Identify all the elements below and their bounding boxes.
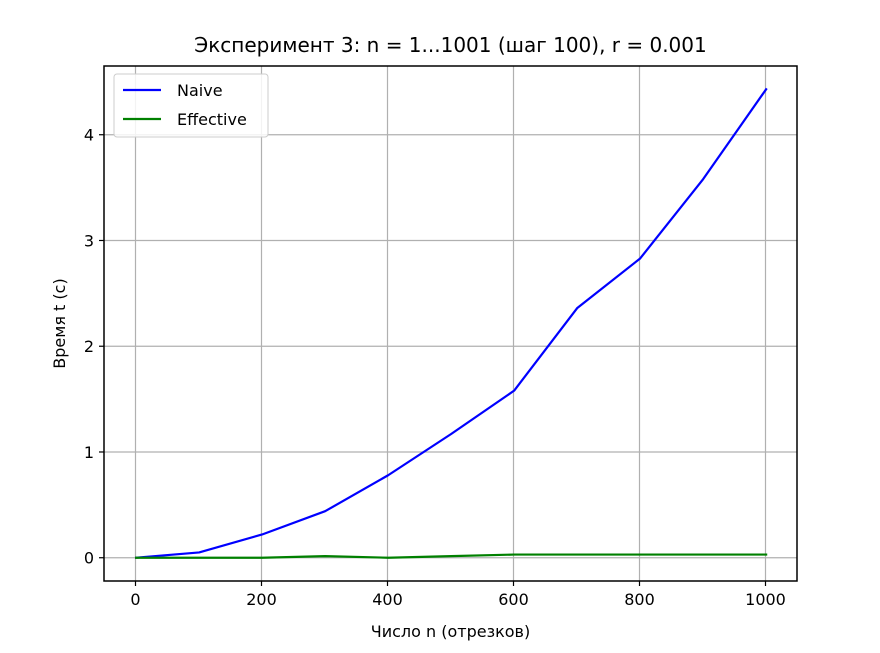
legend-label-effective: Effective (177, 110, 247, 129)
y-tick-label: 2 (84, 337, 94, 356)
series-line-effective (135, 553, 768, 559)
series-line-naive (134, 87, 768, 559)
y-tick-label: 0 (84, 549, 94, 568)
series-lines (134, 87, 768, 559)
y-tick-label: 4 (84, 126, 94, 145)
grid (104, 66, 797, 581)
x-tick-label: 200 (246, 590, 277, 609)
y-tick-label: 3 (84, 231, 94, 250)
legend-label-naive: Naive (177, 81, 223, 100)
legend: Naive Effective (113, 73, 269, 138)
x-tick-label: 800 (624, 590, 655, 609)
y-axis-label: Время t (с) (50, 278, 69, 368)
x-tick-label: 1000 (745, 590, 786, 609)
x-tick-label: 0 (130, 590, 140, 609)
axis-ticks: 0 200 400 600 800 1000 0 1 2 3 4 (84, 126, 786, 609)
plot-area-frame (103, 65, 798, 582)
x-tick-label: 600 (498, 590, 529, 609)
x-tick-label: 400 (372, 590, 403, 609)
chart-title: Эксперимент 3: n = 1...1001 (шаг 100), r… (194, 33, 706, 57)
y-tick-label: 1 (84, 443, 94, 462)
x-axis-label: Число n (отрезков) (371, 622, 530, 641)
